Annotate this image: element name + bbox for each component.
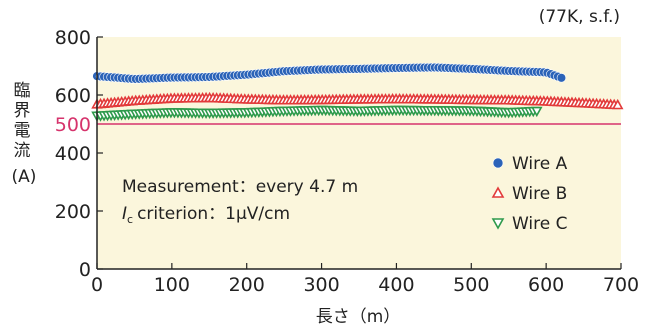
- x-tick-label: 500: [453, 274, 489, 296]
- x-tick-label: 600: [528, 274, 564, 296]
- y-tick-label: 800: [55, 27, 91, 49]
- wire-c-point: [531, 106, 543, 118]
- y-label-char-4: 流: [14, 141, 31, 161]
- legend-label-wire-b: Wire B: [512, 184, 567, 204]
- wire-b-point: [611, 98, 624, 110]
- x-tick-label: 0: [91, 274, 103, 296]
- y-tick-label: 400: [55, 143, 91, 165]
- y-label-unit: (A): [12, 167, 37, 187]
- legend: Wire A Wire B Wire C: [491, 154, 568, 234]
- y-tick-label: 600: [55, 85, 91, 107]
- x-axis-label: 長さ（m）: [316, 307, 401, 327]
- y-label-char-3: 電: [14, 121, 31, 141]
- annotation-criterion: criterion：1μV/cm: [137, 204, 290, 224]
- x-tick-label: 100: [154, 274, 190, 296]
- legend-marker-wire-c: [491, 218, 505, 230]
- annotation-symbol: I: [122, 204, 127, 224]
- legend-marker-wire-a: [492, 157, 504, 169]
- data-marks: [91, 62, 624, 122]
- wire-a-point: [556, 73, 567, 83]
- legend-marker-wire-b: [491, 186, 505, 198]
- reference-line-label: 500: [55, 114, 91, 136]
- condition-note: (77K, s.f.): [539, 7, 620, 27]
- y-label-char-2: 界: [14, 101, 31, 121]
- x-tick-label: 400: [378, 274, 414, 296]
- y-tick-label: 200: [55, 201, 91, 223]
- annotation-symbol-subscript: c: [127, 213, 133, 226]
- x-tick-label: 300: [303, 274, 339, 296]
- annotation-measurement: Measurement：every 4.7 m: [122, 177, 358, 197]
- x-tick-label: 200: [229, 274, 265, 296]
- axes: 0 200 400 600 800 0 100 200 300 400 500 600 700: [55, 27, 639, 296]
- legend-label-wire-a: Wire A: [512, 154, 568, 174]
- x-tick-label: 700: [603, 274, 639, 296]
- y-axis-label: 臨 界 電 流 (A): [12, 81, 37, 187]
- legend-label-wire-c: Wire C: [512, 214, 568, 234]
- annotation-criterion-line: Ic criterion：1μV/cm: [122, 204, 290, 226]
- y-label-char-1: 臨: [14, 81, 31, 101]
- y-tick-label: 0: [79, 259, 91, 281]
